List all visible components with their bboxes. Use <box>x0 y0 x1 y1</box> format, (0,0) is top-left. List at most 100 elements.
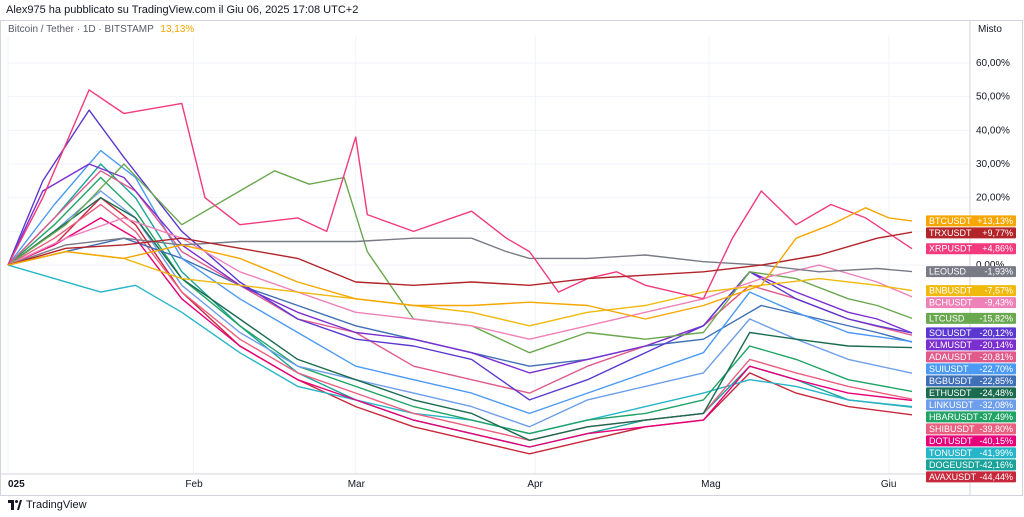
value-badge-avaxusdt <box>926 471 1016 483</box>
badge-symbol-avaxusdt: AVAXUSDT <box>929 472 977 482</box>
badge-symbol-bnbusdt: BNBUSDT <box>929 286 973 296</box>
badge-value-solusdt: -20,12% <box>979 328 1013 338</box>
value-badge-xlmusdt <box>926 339 1016 351</box>
series-line-hbarusdt[interactable] <box>7 176 913 435</box>
badge-value-bchusdt: -9,43% <box>984 298 1013 308</box>
badge-symbol-tonusdt: TONUSDT <box>929 448 973 458</box>
badge-value-bnbusdt: -7,57% <box>984 286 1013 296</box>
chart-frame <box>0 20 1023 496</box>
footer: TradingView <box>8 499 87 511</box>
series-line-bchusdt[interactable] <box>7 217 913 340</box>
badge-value-leousd: -1,93% <box>984 267 1013 277</box>
value-badge-dotusdt <box>926 435 1016 447</box>
value-badge-dogeusdt <box>926 459 1016 471</box>
badge-symbol-ltcusd: LTCUSD <box>929 313 965 323</box>
y-tick-label: 60,00% <box>976 58 1010 69</box>
x-tick-label: Apr <box>527 479 543 490</box>
value-badge-shibusdt <box>926 423 1016 435</box>
tradingview-logo-icon <box>8 500 22 510</box>
series-line-bgbusdt[interactable] <box>7 237 913 367</box>
badge-value-hbarusdt: -37,49% <box>979 412 1013 422</box>
series-line-xlmusdt[interactable] <box>7 163 913 374</box>
series-line-btcusdt[interactable] <box>7 207 913 320</box>
series-line-linkusdt[interactable] <box>7 190 913 428</box>
badge-symbol-solusdt: SOLUSDT <box>929 328 972 338</box>
badge-value-trxusdt: +9,77% <box>982 228 1013 238</box>
value-badge-ltcusd <box>926 312 1016 324</box>
y-tick-label: 50,00% <box>976 92 1010 103</box>
x-tick-label: Mar <box>348 479 366 490</box>
badge-symbol-dotusdt: DOTUSDT <box>929 436 973 446</box>
badge-symbol-leousd: LEOUSD <box>929 267 967 277</box>
y-tick-label: 40,00% <box>976 125 1010 136</box>
series-line-solusdt[interactable] <box>7 109 913 401</box>
x-tick-label: 025 <box>8 479 25 490</box>
badge-symbol-hbarusdt: HBARUSDT <box>929 412 979 422</box>
legend-value: 13,13% <box>160 24 195 35</box>
badge-value-bgbusdt: -22,85% <box>979 376 1013 386</box>
badge-value-suiusdt: -22,70% <box>979 364 1013 374</box>
x-tick-label: Giu <box>881 479 897 490</box>
badge-symbol-linkusdt: LINKUSDT <box>929 400 974 410</box>
value-badge-adausdt <box>926 351 1016 363</box>
badge-value-ltcusd: -15,82% <box>979 313 1013 323</box>
badge-value-xrpusdt: +4,86% <box>982 244 1013 254</box>
value-badge-linkusdt <box>926 399 1016 411</box>
badge-value-xlmusdt: -20,14% <box>979 340 1013 350</box>
series-line-xrpusdt[interactable] <box>7 89 913 300</box>
value-badge-bchusdt <box>926 297 1016 309</box>
badge-value-shibusdt: -39,80% <box>979 424 1013 434</box>
value-badge-hbarusdt <box>926 411 1016 423</box>
badge-value-btcusdt: +13,13% <box>977 216 1013 226</box>
series-line-bnbusdt[interactable] <box>7 250 913 327</box>
value-badge-suiusdt <box>926 363 1016 375</box>
badge-value-tonusdt: -41,99% <box>979 448 1013 458</box>
badge-symbol-adausdt: ADAUSDT <box>929 352 973 362</box>
badge-symbol-btcusdt: BTCUSDT <box>929 216 972 226</box>
badge-symbol-xlmusdt: XLMUSDT <box>929 340 973 350</box>
badge-symbol-bgbusdt: BGBUSDT <box>929 376 973 386</box>
badge-symbol-dogeusdt: DOGEUSDT <box>929 460 981 470</box>
series-line-tonusdt[interactable] <box>7 264 913 435</box>
series-line-suiusdt[interactable] <box>7 149 913 415</box>
badge-symbol-shibusdt: SHIBUSDT <box>929 424 975 434</box>
value-badge-bgbusdt <box>926 375 1016 387</box>
badge-value-adausdt: -20,81% <box>979 352 1013 362</box>
value-badge-bnbusdt <box>926 285 1016 297</box>
badge-value-ethusdt: -24,48% <box>979 388 1013 398</box>
series-line-trxusdt[interactable] <box>7 231 913 286</box>
badge-symbol-xrpusdt: XRPUSDT <box>929 244 973 254</box>
series-line-adausdt[interactable] <box>7 170 913 394</box>
badge-symbol-ethusdt: ETHUSDT <box>929 388 972 398</box>
badge-symbol-trxusdt: TRXUSDT <box>929 228 972 238</box>
series-line-leousd[interactable] <box>7 237 913 273</box>
series-line-avaxusdt[interactable] <box>7 196 913 455</box>
value-badge-btcusdt <box>926 215 1016 227</box>
badge-value-linkusdt: -32,08% <box>979 400 1013 410</box>
badge-value-dotusdt: -40,15% <box>979 436 1013 446</box>
scale-mode-label[interactable]: Misto <box>978 24 1002 35</box>
value-badge-trxusdt <box>926 227 1016 239</box>
value-badge-tonusdt <box>926 447 1016 459</box>
series-line-ethusdt[interactable] <box>7 196 913 441</box>
badge-symbol-suiusdt: SUIUSDT <box>929 364 969 374</box>
y-tick-label: 0,00% <box>976 260 1004 271</box>
x-tick-label: Mag <box>701 479 720 490</box>
chart-legend: Bitcoin / Tether · 1D · BITSTAMP 13,13% <box>8 24 194 35</box>
value-badge-ethusdt <box>926 387 1016 399</box>
x-tick-label: Feb <box>185 479 203 490</box>
badge-symbol-bchusdt: BCHUSDT <box>929 298 973 308</box>
value-badge-xrpusdt <box>926 243 1016 255</box>
badge-value-avaxusdt: -44,44% <box>979 472 1013 482</box>
legend-symbol: Bitcoin / Tether · 1D · BITSTAMP <box>8 24 154 35</box>
published-by-text: Alex975 ha pubblicato su TradingView.com… <box>6 4 359 16</box>
badge-value-dogeusdt: -42,16% <box>979 460 1013 470</box>
series-line-dotusdt[interactable] <box>7 217 913 448</box>
y-tick-label: 30,00% <box>976 159 1010 170</box>
value-badge-solusdt <box>926 327 1016 339</box>
value-badge-leousd <box>926 266 1016 278</box>
series-line-shibusdt[interactable] <box>7 203 913 441</box>
footer-brand: TradingView <box>26 499 87 511</box>
y-tick-label: 20,00% <box>976 193 1010 204</box>
